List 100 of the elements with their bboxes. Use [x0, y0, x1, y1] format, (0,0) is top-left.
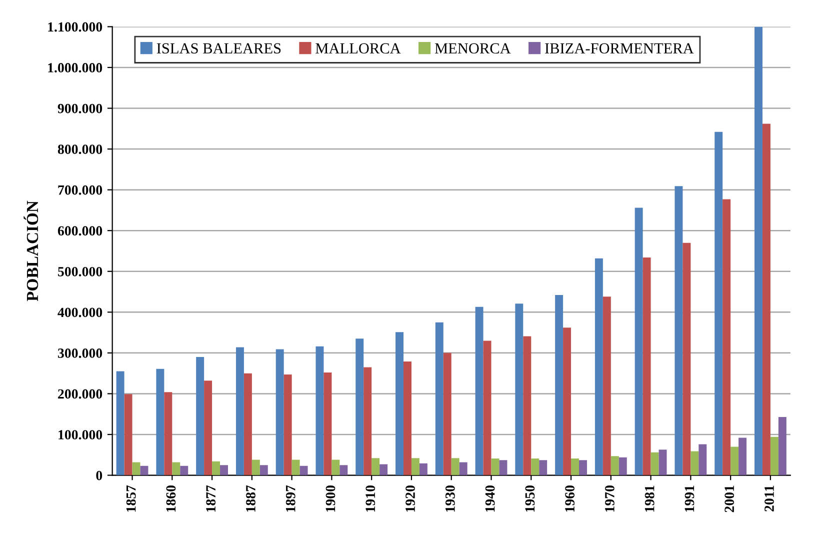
bar	[658, 450, 667, 476]
bar	[276, 349, 284, 476]
bar	[332, 460, 340, 476]
bar	[682, 242, 691, 476]
x-tick-label: 1887	[246, 485, 256, 512]
bar	[244, 373, 252, 476]
y-tick-label: 600.000	[58, 226, 102, 236]
bar	[380, 464, 388, 476]
bar	[172, 462, 180, 476]
bar	[515, 304, 524, 476]
bar	[324, 372, 332, 476]
bar	[340, 465, 348, 476]
bar	[618, 457, 627, 476]
legend-label: MENORCA	[434, 43, 511, 54]
x-tick-label: 1970	[605, 486, 614, 512]
bar	[236, 347, 244, 476]
bar	[132, 462, 140, 476]
x-tick-label: 1960	[565, 486, 574, 512]
y-tick-label: 800.000	[58, 144, 102, 154]
bar	[180, 466, 188, 476]
bar	[140, 466, 148, 476]
bar	[292, 460, 300, 476]
y-tick-label: 0	[96, 470, 102, 480]
x-tick-label: 1920	[406, 486, 415, 512]
bar	[634, 208, 643, 476]
bar	[690, 451, 699, 476]
bar	[411, 458, 420, 476]
bar	[674, 186, 683, 476]
bar	[443, 352, 452, 476]
bar	[650, 452, 659, 476]
bar	[300, 466, 308, 476]
bar	[372, 458, 380, 476]
bar	[722, 199, 731, 476]
bar	[738, 438, 747, 476]
x-tick-label: 2011	[764, 486, 774, 512]
bar	[531, 458, 540, 476]
bar	[483, 340, 492, 476]
bar	[610, 456, 619, 476]
x-tick-label: 1897	[286, 485, 296, 512]
bar	[539, 460, 548, 476]
legend-label: ISLAS BALEARES	[156, 43, 281, 54]
bar	[435, 322, 444, 476]
x-tick-label: 1877	[206, 485, 216, 512]
x-tick-label: 1910	[366, 486, 376, 512]
y-tick-label: 1.000.000	[48, 63, 102, 72]
y-axis-title: POBLACIÓN	[24, 200, 38, 302]
legend-label: IBIZA-FORMENTERA	[545, 43, 694, 54]
y-tick-label: 400.000	[58, 308, 102, 318]
y-tick-label: 300.000	[58, 348, 102, 358]
bar	[602, 296, 611, 476]
bar	[396, 332, 404, 476]
x-tick-label: 1991	[684, 486, 694, 512]
bar	[642, 258, 651, 476]
y-tick-label: 500.000	[58, 266, 102, 276]
bar	[459, 462, 468, 476]
y-tick-label: 700.000	[58, 185, 102, 195]
bar	[419, 463, 428, 476]
x-tick-label: 1940	[485, 486, 495, 512]
y-tick-label: 900.000	[58, 104, 102, 114]
bar	[220, 465, 228, 476]
x-tick-label: 1950	[525, 486, 535, 512]
x-tick-label: 1930	[445, 486, 455, 512]
bar	[124, 394, 132, 476]
y-tick-label: 200.000	[58, 389, 102, 399]
bar	[403, 361, 412, 476]
bar	[698, 444, 707, 476]
bar	[754, 26, 762, 476]
bar	[563, 328, 572, 476]
bar	[164, 392, 172, 476]
bar	[571, 458, 579, 476]
bar	[116, 371, 124, 476]
bar	[523, 336, 532, 476]
bar	[475, 306, 484, 476]
bar	[730, 446, 739, 476]
x-tick-label: 2001	[724, 486, 734, 512]
bar	[212, 461, 220, 476]
x-tick-label: 1860	[166, 486, 176, 512]
bar	[196, 357, 204, 476]
bar	[364, 367, 372, 476]
y-tick-label: 1.100.000	[48, 22, 102, 32]
bar	[770, 436, 778, 476]
y-tick-label: 100.000	[58, 430, 102, 440]
bar	[594, 258, 603, 476]
bar	[204, 380, 212, 476]
bar	[762, 124, 770, 476]
bar	[499, 460, 508, 476]
bar	[555, 295, 564, 476]
bar	[284, 374, 292, 476]
x-tick-label: 1857	[126, 485, 136, 512]
bar	[252, 460, 260, 476]
x-tick-label: 1900	[326, 486, 336, 512]
legend-label: MALLORCA	[316, 43, 401, 54]
bar	[451, 458, 460, 476]
bar	[714, 132, 723, 476]
bar	[260, 465, 268, 476]
bar	[579, 460, 587, 476]
bar	[156, 368, 164, 476]
bar	[491, 458, 500, 476]
bar	[778, 416, 786, 476]
bar	[356, 338, 364, 476]
